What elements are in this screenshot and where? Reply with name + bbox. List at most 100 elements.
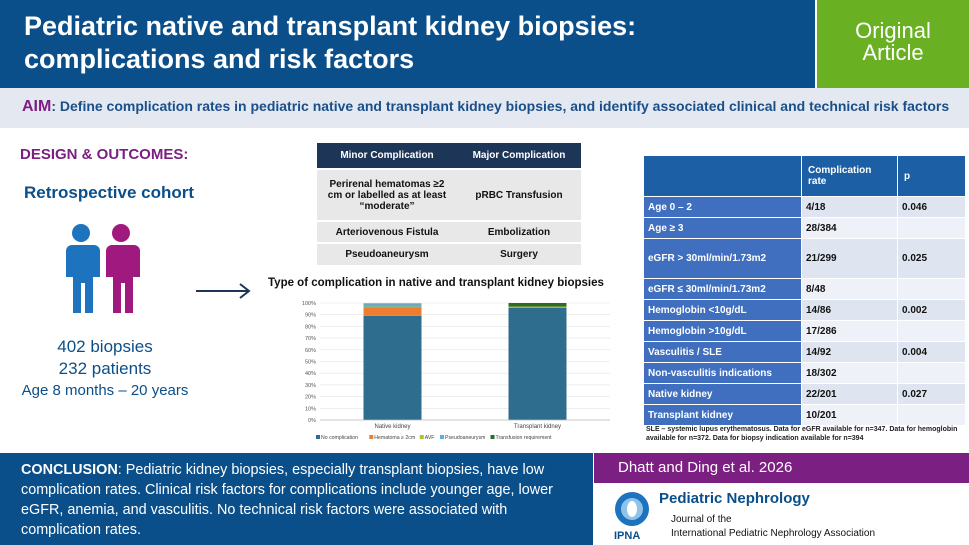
risk-factor-label: Hemoglobin <10g/dL [643, 299, 802, 321]
complication-rate: 10/201 [801, 404, 898, 426]
table-cell: Perirenal hematomas ≥2 cm or labelled as… [317, 168, 457, 221]
p-value: 0.025 [897, 238, 966, 279]
y-tick-label: 0% [308, 418, 316, 424]
y-tick-label: 70% [305, 336, 316, 342]
bar-segment [508, 307, 567, 420]
complication-rate: 14/92 [801, 341, 898, 363]
legend-label: Hematoma ≥ 2cm [374, 435, 415, 441]
journal-subtitle-line-2: International Pediatric Nephrology Assoc… [671, 528, 876, 539]
bar-segment [508, 306, 567, 308]
cohort-label: Retrospective cohort [24, 183, 195, 202]
complication-rate: 17/286 [801, 320, 898, 342]
badge-line-1: Original [855, 18, 931, 43]
risk-factor-label: Age ≥ 3 [643, 217, 802, 239]
table-footnote: SLE – systemic lupus erythematosus. Data… [646, 426, 958, 442]
risk-factor-label: eGFR > 30ml/min/1.73m2 [643, 238, 802, 279]
legend-label: Transfusion requirement [496, 435, 553, 441]
bar-segment [363, 306, 422, 308]
risk-factor-label: Hemoglobin >10g/dL [643, 320, 802, 342]
badge-line-2: Article [862, 40, 924, 65]
aim-text: : Define complication rates in pediatric… [51, 98, 950, 114]
label-header [643, 155, 802, 197]
complication-rate: 14/86 [801, 299, 898, 321]
patient-count: 232 patients [58, 359, 152, 378]
p-value [897, 278, 966, 300]
conclusion-text: : Pediatric kidney biopsies, especially … [21, 462, 553, 538]
article-type-badge: Original Article [817, 0, 969, 88]
table-cell: Surgery [457, 242, 581, 265]
legend-swatch [440, 435, 444, 439]
aim-label: AIM [22, 98, 52, 115]
design-heading: DESIGN & OUTCOMES: [20, 146, 189, 163]
table-cell: Arteriovenous Fistula [317, 220, 457, 243]
risk-factor-label: Vasculitis / SLE [643, 341, 802, 363]
table-cell: Embolization [457, 220, 581, 243]
y-tick-label: 50% [305, 360, 316, 366]
bar-segment [508, 303, 567, 307]
arrow-right-icon [196, 283, 251, 299]
table-row: Age 0 – 2 4/18 0.046 [643, 196, 966, 218]
legend-label: Pseudoaneurysm [445, 435, 485, 441]
table-row: eGFR ≤ 30ml/min/1.73m2 8/48 [643, 278, 966, 300]
page-title: Pediatric native and transplant kidney b… [24, 11, 637, 74]
p-value: 0.046 [897, 196, 966, 218]
table-row: eGFR > 30ml/min/1.73m2 21/299 0.025 [643, 238, 966, 279]
bar-segment [363, 304, 422, 307]
ipna-logo-icon [615, 492, 649, 526]
header-banner: Pediatric native and transplant kidney b… [0, 0, 815, 88]
chart-title: Type of complication in native and trans… [268, 277, 604, 289]
complication-rate: 4/18 [801, 196, 898, 218]
complication-rate: 22/201 [801, 383, 898, 405]
risk-factor-label: Native kidney [643, 383, 802, 405]
p-value [897, 362, 966, 384]
legend-swatch [419, 435, 424, 439]
risk-factor-table: Complication rate p Age 0 – 2 4/18 0.046 Ag… [643, 155, 966, 426]
table-row: Hemoglobin >10g/dL 17/286 [643, 320, 966, 342]
aim-bar: AIM: Define complication rates in pediat… [0, 88, 969, 128]
table-cell: Pseudoaneurysm [317, 242, 457, 265]
x-tick-label: Transplant kidney [514, 424, 561, 430]
p-value: 0.004 [897, 341, 966, 363]
complication-rate: 8/48 [801, 278, 898, 300]
table-row: Transplant kidney 10/201 [643, 404, 966, 426]
patients-icon [66, 224, 140, 313]
journal-block: IPNA Pediatric Nephrology Journal of the… [594, 483, 969, 545]
conclusion-label: CONCLUSION [21, 462, 118, 478]
risk-factor-label: Transplant kidney [643, 404, 802, 426]
person-icon [66, 224, 100, 313]
y-tick-label: 100% [302, 301, 316, 307]
person-icon-2 [106, 224, 140, 313]
journal-subtitle: Journal of the International Pediatric N… [671, 513, 875, 541]
y-tick-label: 20% [305, 395, 316, 401]
table-row: Native kidney 22/201 0.027 [643, 383, 966, 405]
risk-factor-label: Non-vasculitis indications [643, 362, 802, 384]
legend-label: No complication [321, 435, 358, 441]
major-header: Major Complication [457, 143, 581, 169]
table-row: Vasculitis / SLE 14/92 0.004 [643, 341, 966, 363]
complication-rate: 21/299 [801, 238, 898, 279]
p-value [897, 320, 966, 342]
journal-title: Pediatric Nephrology [659, 490, 810, 507]
age-range: Age 8 months – 20 years [21, 382, 189, 399]
risk-factor-label: eGFR ≤ 30ml/min/1.73m2 [643, 278, 802, 300]
y-tick-label: 30% [305, 383, 316, 389]
table-row: Non-vasculitis indications 18/302 [643, 362, 966, 384]
cohort-stats: 402 biopsies 232 patients Age 8 months –… [0, 336, 210, 402]
conclusion-box: CONCLUSION: Pediatric kidney biopsies, e… [0, 453, 593, 545]
table-row: Age ≥ 3 28/384 [643, 217, 966, 239]
p-header: p [897, 155, 966, 197]
table-row: Hemoglobin <10g/dL 14/86 0.002 [643, 299, 966, 321]
citation-authors: Dhatt and Ding et al. 2026 [594, 453, 969, 483]
y-tick-label: 10% [305, 406, 316, 412]
bar-segment [363, 303, 422, 305]
legend-swatch [490, 435, 495, 439]
ipna-wordmark: IPNA [614, 530, 641, 542]
p-value [897, 217, 966, 239]
minor-header: Minor Complication [317, 143, 457, 169]
legend-swatch [369, 435, 374, 439]
journal-subtitle-line-1: Journal of the [671, 514, 732, 525]
y-tick-label: 80% [305, 324, 316, 330]
p-value [897, 404, 966, 426]
x-tick-label: Native kidney [374, 424, 410, 430]
bar-segment [363, 315, 422, 420]
